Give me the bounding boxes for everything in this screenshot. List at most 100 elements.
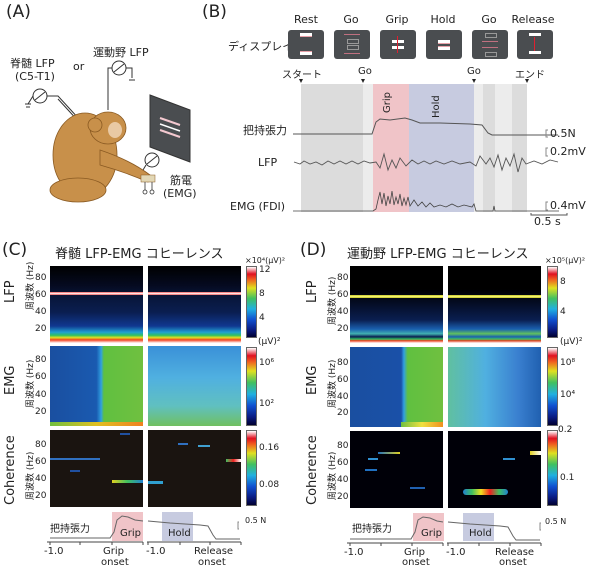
panel-c-label: (C) xyxy=(2,240,28,260)
display-label: ディスプレイ xyxy=(228,40,294,53)
d-lfp-cbar-4: 4 xyxy=(560,307,566,317)
spinal-lfp-label: 脊髄 LFP xyxy=(10,57,55,70)
c-coh-heatmap-grip xyxy=(50,430,143,507)
d-emg-colorbar xyxy=(547,347,558,426)
c-emg-cbar-unit: (μV)² xyxy=(258,337,281,347)
d-lfp-colorbar xyxy=(547,266,558,338)
go-band xyxy=(363,84,373,212)
d-force-scale: 0.5 N xyxy=(545,517,567,526)
c-emg-tick-40: 40 xyxy=(35,390,47,400)
d-lfp-tick-40: 40 xyxy=(337,307,349,317)
c-coh-tick-60: 60 xyxy=(35,457,47,467)
emg-jp-label: 筋電 xyxy=(170,174,192,187)
c-force-label: 把持張力 xyxy=(50,524,90,535)
c-x-left-end2: onset xyxy=(101,557,129,568)
phase-label-rest: Rest xyxy=(294,13,318,26)
d-emg-tick-20: 20 xyxy=(337,408,349,418)
panel-d-title: 運動野 LFP-EMG コヒーレンス xyxy=(347,247,529,262)
force-scale: 0.5N xyxy=(550,127,576,140)
c-x-right-start: -1.0 xyxy=(146,546,166,557)
d-x-left-start: -1.0 xyxy=(344,547,364,558)
c-x-right-end: Release xyxy=(194,546,234,557)
d-coh-heatmap-grip xyxy=(350,431,443,508)
d-coh-heatmap-release xyxy=(448,431,541,508)
event-go2-label: Go xyxy=(467,66,481,77)
c-coh-tick-40: 40 xyxy=(35,474,47,484)
c-lfp-cbar-8: 8 xyxy=(259,289,265,299)
d-coh-tick-40: 40 xyxy=(337,475,349,485)
c-x-left-end: Grip xyxy=(103,546,124,557)
time-scale: 0.5 s xyxy=(534,215,561,228)
phase-label-grip: Grip xyxy=(385,13,409,26)
c-coh-tick-20: 20 xyxy=(35,491,47,501)
rest-band xyxy=(301,84,363,212)
marker-end xyxy=(525,79,529,83)
monitor-icon xyxy=(149,94,191,163)
c-emg-cbar-1e2: 10² xyxy=(259,399,275,409)
d-hold-label: Hold xyxy=(469,528,492,539)
time-scale-bar xyxy=(530,213,568,216)
emg-en-label: (EMG) xyxy=(163,187,197,200)
lfp-trace xyxy=(293,152,559,173)
d-emg-tick-40: 40 xyxy=(337,392,349,402)
c-x-right-end2: onset xyxy=(198,557,226,568)
d-lfp-heatmap-grip xyxy=(350,266,443,343)
c-lfp-tick-80: 80 xyxy=(35,273,47,283)
d-force-label: 把持張力 xyxy=(352,524,392,535)
release-band xyxy=(483,84,495,212)
c-coh-tick-80: 80 xyxy=(35,440,47,450)
marker-go xyxy=(361,79,365,83)
phase-label-go: Go xyxy=(343,13,359,26)
d-emg-cbar-1e4: 10⁴ xyxy=(560,390,576,400)
d-emg-tick-60: 60 xyxy=(337,375,349,385)
c-lfp-tick-60: 60 xyxy=(35,290,47,300)
event-end-label: エンド xyxy=(515,70,545,81)
c-lfp-cbar-12: 12 xyxy=(259,265,271,275)
d-x-right-start: -1.0 xyxy=(446,547,466,558)
d-lfp-heatmap-release xyxy=(448,266,541,343)
screen-go xyxy=(334,30,370,59)
panel-b-label: (B) xyxy=(202,2,227,22)
d-coh-tick-80: 80 xyxy=(337,441,349,451)
c-lfp-heatmap-release xyxy=(148,266,241,343)
d-grip-label: Grip xyxy=(421,528,442,539)
c-emg-cbar-1e6: 10⁶ xyxy=(259,358,275,368)
panel-a-label: (A) xyxy=(6,2,31,22)
end-band xyxy=(512,84,527,212)
lfp-scale: 0.2mV xyxy=(550,145,586,158)
d-lfp-cbar-8: 8 xyxy=(560,277,566,287)
c-coh-cbar-008: 0.08 xyxy=(259,480,280,490)
emg-trace-label: EMG (FDI) xyxy=(230,200,286,213)
go2-band xyxy=(474,84,483,212)
d-coh-tick-60: 60 xyxy=(337,458,349,468)
d-lfp-tick-80: 80 xyxy=(337,273,349,283)
c-emg-tick-20: 20 xyxy=(35,407,47,417)
screen-go2 xyxy=(472,30,508,59)
force-trace-label: 把持張力 xyxy=(243,124,287,137)
d-x-left-end2: onset xyxy=(402,557,430,568)
c-emg-heatmap-release xyxy=(148,346,241,426)
c-emg-tick-60: 60 xyxy=(35,372,47,382)
d-lfp-cbar-unit: ×10⁵(μV)² xyxy=(545,256,586,265)
panel-d-label: (D) xyxy=(300,240,327,260)
emg-trace xyxy=(293,190,559,212)
monkey-illustration xyxy=(25,60,191,203)
d-emg-heatmap-release xyxy=(448,347,541,427)
c-lfp-heatmap-grip xyxy=(50,266,143,343)
event-markers xyxy=(299,79,529,83)
c-grip-label: Grip xyxy=(120,528,141,539)
c-emg-heatmap-grip xyxy=(50,346,143,426)
marker-go2 xyxy=(472,79,476,83)
c-force-scale: 0.5 N xyxy=(245,516,267,525)
d-hold-box xyxy=(463,513,494,541)
grip-band xyxy=(373,84,409,212)
screen-grip xyxy=(380,30,416,59)
d-x-right-end2: onset xyxy=(499,557,527,568)
d-lfp-tick-60: 60 xyxy=(337,290,349,300)
c-coh-colorbar xyxy=(246,430,257,506)
lfp-trace-label: LFP xyxy=(258,156,278,169)
d-coh-cbar-01: 0.1 xyxy=(560,473,575,483)
d-coh-tick-20: 20 xyxy=(337,492,349,502)
